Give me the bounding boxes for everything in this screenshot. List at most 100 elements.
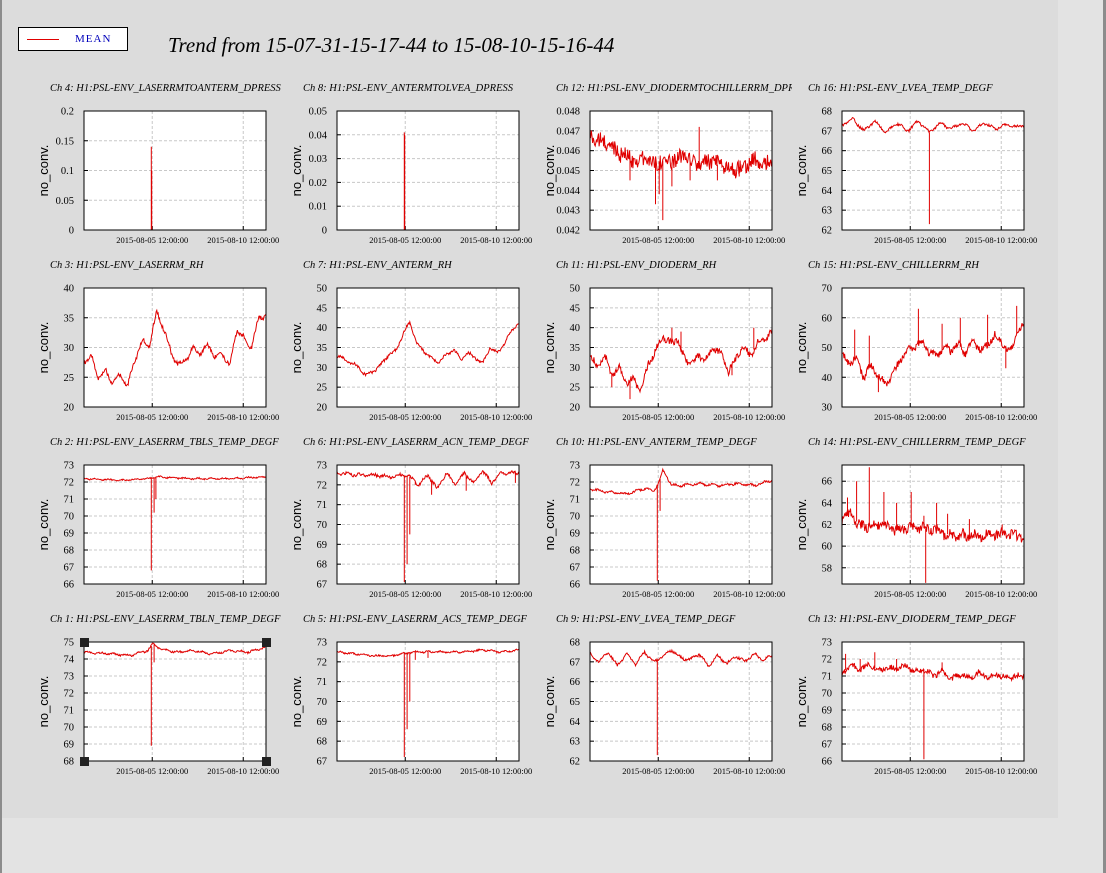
chart-panel: Ch 8: H1:PSL-ENV_ANTERMTOLVEA_DPRESS 0 0.0… [289,83,532,245]
plot-area [842,642,1024,761]
y-tick-label: 70 [317,520,328,531]
y-tick-label: 66 [822,146,833,157]
y-tick-label: 73 [822,638,833,649]
y-tick-label: 69 [822,706,833,717]
y-tick-label: 72 [64,689,75,700]
series-line [336,469,520,582]
x-tick-label: 2015-08-10 12:00:00 [460,766,532,776]
y-tick-label: 70 [570,512,581,523]
y-tick-label: 69 [317,540,328,551]
plot-frame [336,464,520,585]
y-axis-label: no_conv. [542,676,557,728]
x-tick-label: 2015-08-10 12:00:00 [713,766,785,776]
y-tick-label: 0.045 [556,166,580,177]
series-line [336,319,520,378]
y-tick-label: 73 [317,638,328,649]
chart-panel: Ch 9: H1:PSL-ENV_LVEA_TEMP_DEGF 62 63 64 65 6… [542,614,785,776]
y-tick-label: 64 [822,498,833,509]
y-tick-label: 0.2 [61,107,74,118]
series-line [589,327,773,400]
y-tick-label: 73 [317,461,328,472]
y-tick-label: 68 [570,638,581,649]
chart-panel: Ch 11: H1:PSL-ENV_DIODERM_RH 20 25 30 35 40 45… [542,260,785,422]
y-tick-label: 72 [317,657,328,668]
x-tick-label: 2015-08-05 12:00:00 [622,589,694,599]
y-tick-label: 62 [570,757,581,768]
y-tick-label: 60 [822,542,833,553]
chart-panel: Ch 7: H1:PSL-ENV_ANTERM_RH 20 25 30 35 40 45 50… [289,260,532,422]
selection-handle[interactable] [262,757,271,766]
x-tick-label: 2015-08-05 12:00:00 [622,235,694,245]
x-tick-label: 2015-08-05 12:00:00 [874,412,946,422]
selection-handle[interactable] [80,757,89,766]
chart-panel: Ch 5: H1:PSL-ENV_LASERRM_ACS_TEMP_DEGF 67… [289,614,532,776]
chart-panel: Ch 10: H1:PSL-ENV_ANTERM_TEMP_DEGF 66 67 68… [542,437,785,599]
y-axis-label: no_conv. [794,676,809,728]
y-tick-label: 0.03 [309,154,327,165]
y-tick-label: 65 [570,697,581,708]
y-tick-label: 62 [822,520,833,531]
y-tick-label: 0.048 [556,107,580,118]
y-tick-label: 0.046 [556,146,580,157]
chart-title: Ch 9: H1:PSL-ENV_LVEA_TEMP_DEGF [556,614,736,625]
y-tick-label: 71 [64,495,75,506]
plot-area [590,465,772,584]
x-tick-label: 2015-08-10 12:00:00 [965,412,1037,422]
y-tick-label: 75 [64,638,75,649]
y-tick-label: 30 [570,363,581,374]
y-tick-label: 58 [822,563,833,574]
chart-title: Ch 13: H1:PSL-ENV_DIODERM_TEMP_DEGF [808,614,1016,625]
y-axis-label: no_conv. [794,322,809,374]
x-tick-label: 2015-08-05 12:00:00 [369,412,441,422]
plot-frame [336,110,520,231]
y-tick-label: 0.044 [556,186,580,197]
legend-label: MEAN [75,33,112,45]
selection-handle[interactable] [80,638,89,647]
y-tick-label: 70 [822,689,833,700]
x-tick-label: 2015-08-10 12:00:00 [460,589,532,599]
y-tick-label: 63 [570,737,581,748]
y-tick-label: 62 [822,226,833,237]
y-tick-label: 60 [822,313,833,324]
y-tick-label: 0.02 [309,178,327,189]
legend-line-swatch [27,39,59,40]
x-tick-label: 2015-08-10 12:00:00 [713,235,785,245]
x-tick-label: 2015-08-05 12:00:00 [116,235,188,245]
y-tick-label: 25 [317,383,328,394]
window-left-border [0,0,2,873]
y-tick-label: 66 [822,757,833,768]
y-tick-label: 67 [570,563,581,574]
y-tick-label: 0.04 [309,130,328,141]
plot-area [84,465,266,584]
y-tick-label: 64 [822,186,833,197]
series-line [841,467,1025,583]
y-axis-label: no_conv. [289,499,304,551]
y-tick-label: 74 [64,655,75,666]
plot-area [337,111,519,230]
y-tick-label: 71 [822,672,833,683]
y-tick-label: 69 [64,740,75,751]
y-tick-label: 70 [64,723,75,734]
x-tick-label: 2015-08-05 12:00:00 [622,412,694,422]
y-axis-label: no_conv. [542,145,557,197]
plot-frame [83,287,267,408]
y-tick-label: 68 [822,723,833,734]
x-tick-label: 2015-08-05 12:00:00 [116,412,188,422]
y-tick-label: 68 [64,546,75,557]
y-axis-label: no_conv. [794,499,809,551]
chart-panel: Ch 13: H1:PSL-ENV_DIODERM_TEMP_DEGF 66 67 6… [794,614,1037,776]
y-tick-label: 20 [570,403,581,414]
chart-title: Ch 10: H1:PSL-ENV_ANTERM_TEMP_DEGF [556,437,757,448]
chart-title: Ch 15: H1:PSL-ENV_CHILLERRM_RH [808,260,980,271]
chart-panel: Ch 3: H1:PSL-ENV_LASERRM_RH 20 25 30 35 40 201… [36,260,279,422]
plot-frame [841,641,1025,762]
series-line [841,652,1025,760]
y-tick-label: 63 [822,206,833,217]
selection-handle[interactable] [262,638,271,647]
x-tick-label: 2015-08-05 12:00:00 [116,766,188,776]
x-tick-label: 2015-08-05 12:00:00 [369,235,441,245]
y-tick-label: 35 [317,343,328,354]
chart-panel: Ch 2: H1:PSL-ENV_LASERRM_TBLS_TEMP_DEGF 6… [36,437,279,599]
y-axis-label: no_conv. [36,676,51,728]
y-tick-label: 67 [317,580,328,591]
